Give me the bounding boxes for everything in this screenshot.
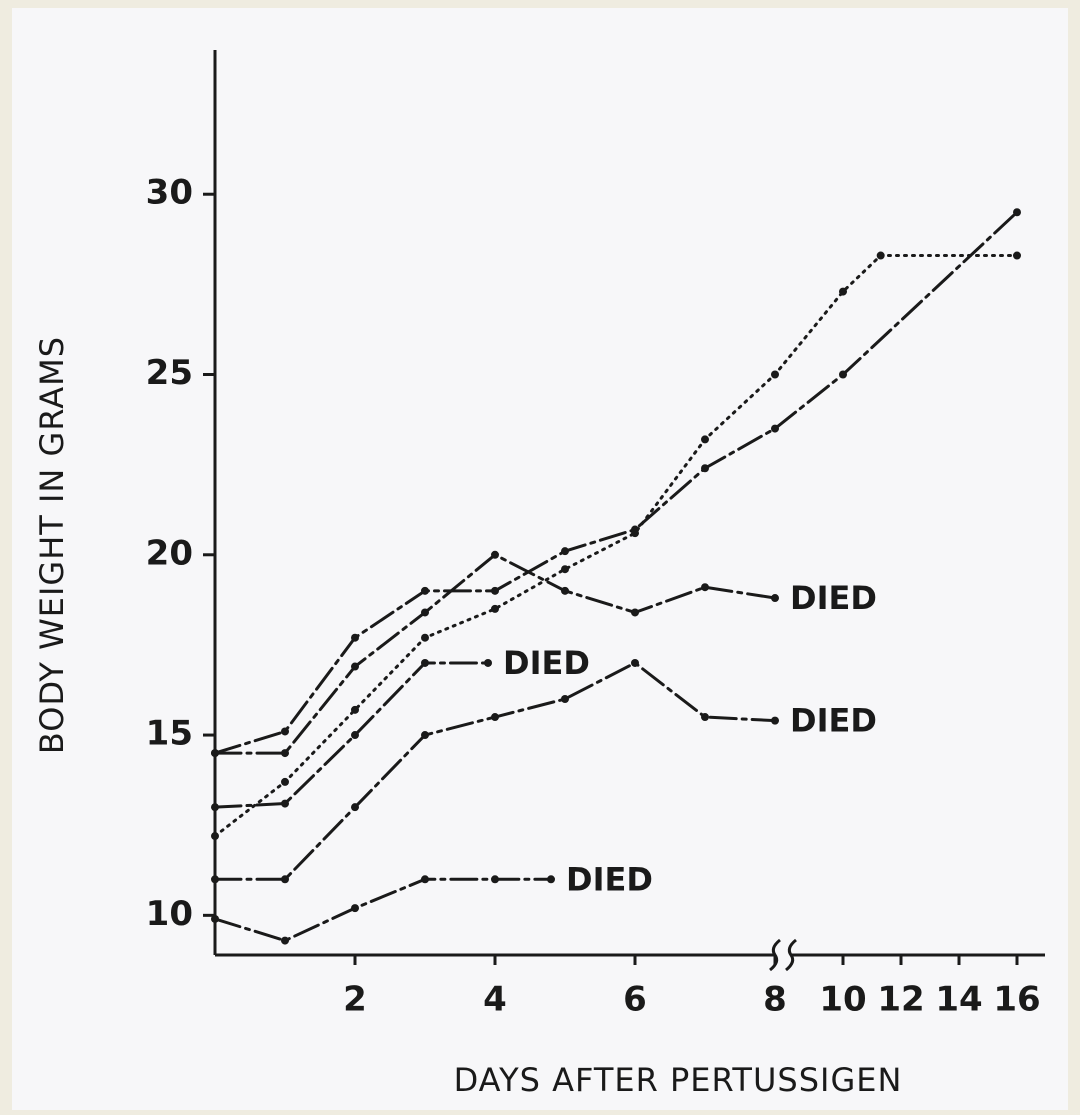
- point: [631, 658, 639, 667]
- point: [771, 370, 779, 379]
- y-tick-label: 15: [146, 714, 193, 754]
- y-tick-label: 30: [146, 173, 193, 213]
- y-tick-label: 25: [146, 353, 193, 393]
- annotation: DIED: [790, 702, 877, 740]
- x-tick-label: 6: [623, 980, 647, 1020]
- point: [421, 586, 429, 595]
- point: [631, 608, 639, 617]
- point: [351, 633, 359, 642]
- point: [211, 749, 219, 758]
- point: [421, 731, 429, 740]
- point: [281, 799, 289, 808]
- point: [561, 586, 569, 595]
- x-tick-label: 14: [935, 980, 982, 1020]
- annotation: DIED: [566, 860, 653, 898]
- point: [701, 435, 709, 444]
- point: [1013, 251, 1021, 260]
- point: [211, 803, 219, 812]
- y-tick-label: 10: [146, 894, 193, 934]
- point: [491, 586, 499, 595]
- series-line: [213, 877, 553, 943]
- point: [839, 370, 847, 379]
- point: [1013, 208, 1021, 217]
- point: [421, 875, 429, 884]
- x-tick-label: 2: [343, 980, 367, 1020]
- point: [771, 594, 779, 603]
- point: [839, 287, 847, 296]
- point: [547, 875, 555, 884]
- point: [771, 716, 779, 725]
- point: [491, 875, 499, 884]
- annotation: DIED: [790, 579, 877, 617]
- point: [561, 547, 569, 556]
- x-tick-label: 8: [763, 980, 787, 1020]
- point: [351, 803, 359, 812]
- point: [351, 662, 359, 671]
- point: [491, 713, 499, 722]
- point: [281, 777, 289, 786]
- point: [211, 914, 219, 923]
- point: [351, 731, 359, 740]
- point: [281, 936, 289, 945]
- point: [211, 875, 219, 884]
- x-tick-label: 12: [877, 980, 924, 1020]
- y-axis-label: BODY WEIGHT IN GRAMS: [33, 336, 71, 754]
- point: [421, 658, 429, 667]
- point: [701, 713, 709, 722]
- point: [491, 550, 499, 559]
- point: [561, 565, 569, 574]
- point: [421, 608, 429, 617]
- paper: [12, 8, 1068, 1110]
- point: [281, 749, 289, 758]
- point: [281, 727, 289, 736]
- point: [771, 424, 779, 433]
- x-tick-label: 4: [483, 980, 507, 1020]
- point: [281, 875, 289, 884]
- point: [484, 658, 492, 667]
- point: [421, 633, 429, 642]
- x-tick-label: 10: [819, 980, 866, 1020]
- point: [351, 904, 359, 913]
- x-tick-label: 16: [993, 980, 1040, 1020]
- annotation: DIED: [503, 644, 590, 682]
- point: [631, 529, 639, 538]
- x-axis-label: DAYS AFTER PERTUSSIGEN: [454, 1061, 903, 1099]
- y-tick-label: 20: [146, 533, 193, 573]
- point: [211, 832, 219, 841]
- point: [351, 705, 359, 714]
- point: [491, 604, 499, 613]
- point: [876, 251, 885, 260]
- point: [561, 695, 569, 704]
- point: [701, 464, 709, 473]
- point: [701, 583, 709, 592]
